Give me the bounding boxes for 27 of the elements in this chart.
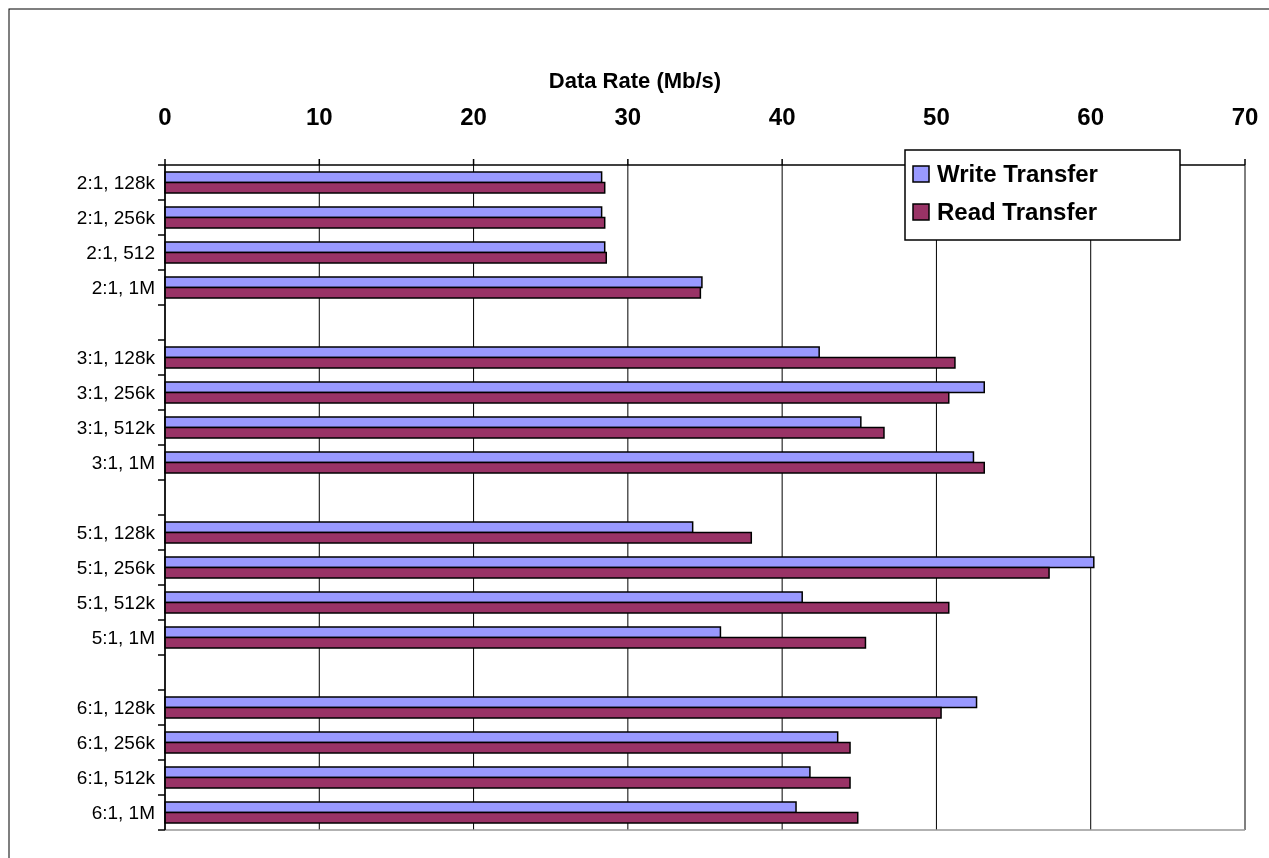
x-tick-label: 50 — [923, 103, 950, 130]
y-tick-label: 3:1, 256k — [76, 382, 156, 404]
x-axis-title: Data Rate (Mb/s) — [548, 68, 722, 93]
x-tick-label: 10 — [305, 103, 333, 130]
x-tick-label: 40 — [768, 103, 796, 130]
legend-label: Write Transfer — [937, 160, 1098, 188]
x-tick-label: 60 — [1077, 103, 1105, 130]
y-tick-label: 6:1, 128k — [76, 697, 156, 719]
y-tick-label: 2:1, 512 — [86, 242, 155, 264]
x-tick-label: 70 — [1231, 103, 1259, 130]
y-tick-label: 5:1, 512k — [76, 592, 156, 614]
y-tick-label: 6:1, 512k — [76, 767, 156, 789]
x-tick-label: 20 — [460, 103, 487, 130]
y-tick-label: 2:1, 256k — [76, 207, 156, 229]
legend-label: Read Transfer — [937, 198, 1098, 226]
y-tick-label: 5:1, 256k — [76, 557, 156, 579]
x-tick-label: 0 — [158, 103, 172, 130]
y-tick-label: 5:1, 128k — [76, 522, 156, 544]
x-tick-label: 30 — [614, 103, 642, 130]
y-tick-label: 6:1, 256k — [76, 732, 156, 754]
y-tick-label: 2:1, 1M — [91, 277, 155, 299]
y-tick-label: 2:1, 128k — [76, 172, 156, 194]
y-tick-label: 5:1, 1M — [91, 627, 155, 649]
y-tick-label: 3:1, 1M — [91, 452, 155, 474]
y-tick-label: 3:1, 128k — [76, 347, 156, 369]
y-tick-label: 3:1, 512k — [76, 417, 156, 439]
y-tick-label: 6:1, 1M — [91, 802, 155, 824]
